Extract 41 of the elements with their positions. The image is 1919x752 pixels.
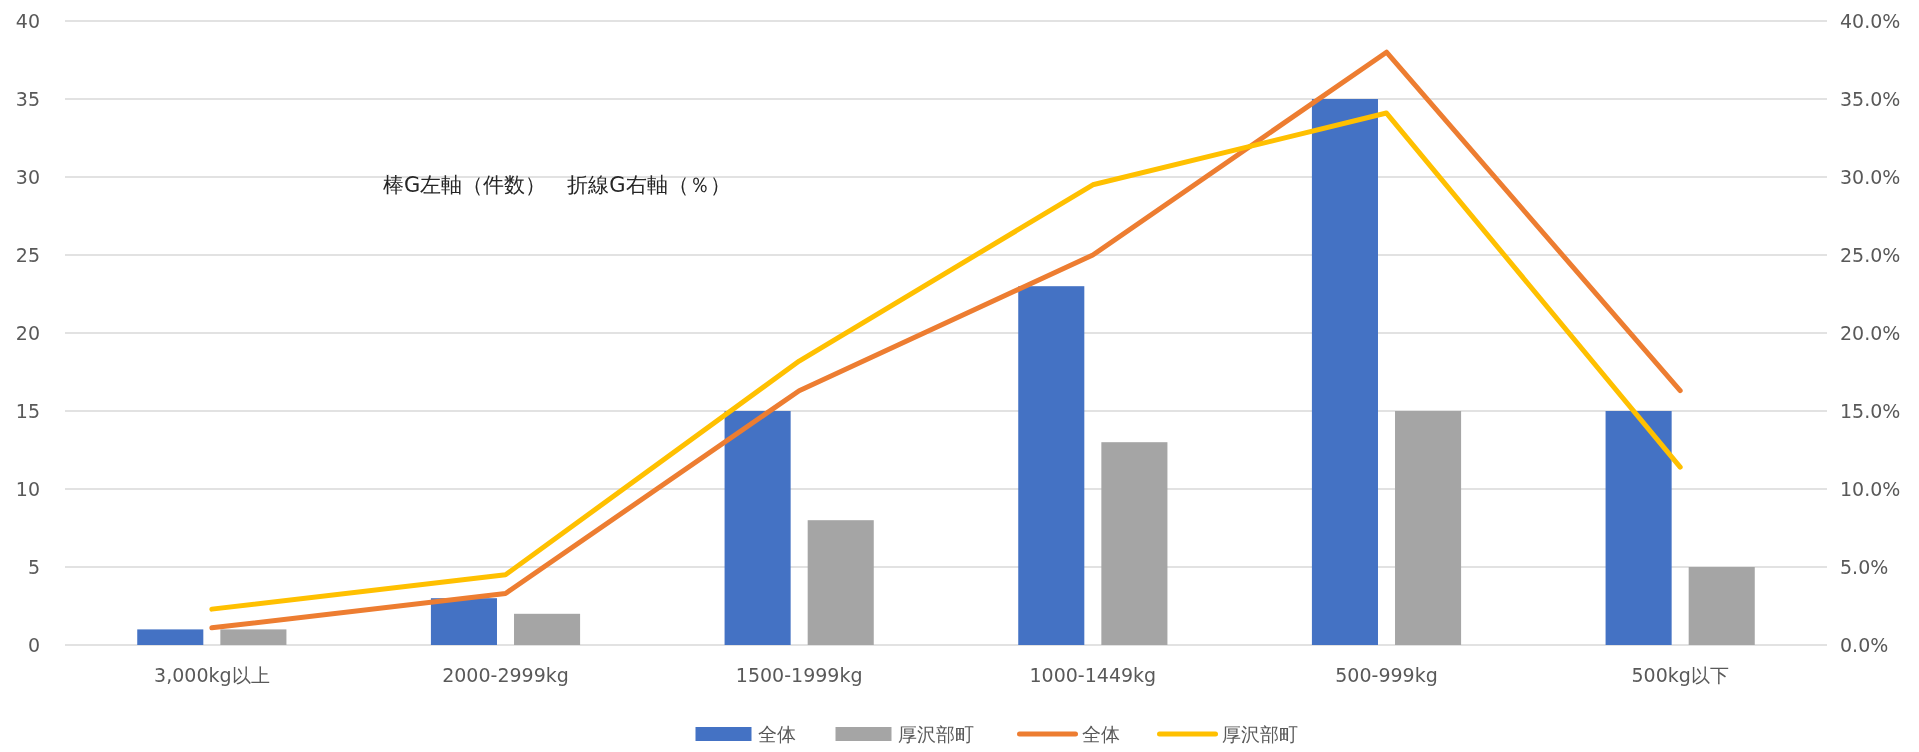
x-tick-label: 1000-1449kg (1029, 664, 1157, 686)
y2-tick-label: 5.0% (1840, 556, 1889, 578)
legend-label: 厚沢部町 (897, 723, 974, 745)
y2-tick-label: 10.0% (1840, 478, 1901, 500)
bar (220, 629, 287, 645)
y-tick-label: 0 (27, 634, 40, 656)
annotation: 棒G左軸（件数） 折線G右軸（％） (383, 173, 731, 197)
bar (514, 613, 581, 645)
y-tick-label: 30 (15, 166, 40, 188)
x-tick-label: 1500-1999kg (735, 664, 863, 686)
y2-tick-label: 25.0% (1840, 244, 1901, 266)
y2-tick-label: 20.0% (1840, 322, 1901, 344)
y-tick-label: 20 (15, 322, 40, 344)
x-tick-label: 2000-2999kg (442, 664, 569, 686)
bar (1395, 411, 1462, 645)
bar (430, 598, 497, 645)
bar (807, 520, 874, 645)
bar (137, 629, 204, 645)
x-tick-label: 500kg以下 (1631, 664, 1729, 686)
bar (1311, 99, 1378, 645)
bar (1018, 286, 1085, 645)
y2-tick-label: 35.0% (1840, 88, 1901, 110)
legend-label: 全体 (1081, 723, 1120, 745)
y-tick-label: 15 (15, 400, 40, 422)
x-tick-label: 3,000kg以上 (154, 664, 270, 686)
y-tick-label: 25 (15, 244, 40, 266)
bar (724, 411, 791, 645)
y-tick-label: 35 (15, 88, 40, 110)
bar (1688, 567, 1755, 645)
y2-tick-label: 40.0% (1840, 10, 1901, 32)
bar (1605, 411, 1672, 645)
y-tick-label: 40 (15, 10, 40, 32)
y-tick-label: 5 (27, 556, 40, 578)
bar (1101, 442, 1168, 645)
y2-tick-label: 15.0% (1840, 400, 1901, 422)
legend-label: 厚沢部町 (1221, 723, 1298, 745)
x-tick-label: 500-999kg (1335, 664, 1438, 686)
y2-tick-label: 0.0% (1840, 634, 1889, 656)
legend-label: 全体 (757, 723, 796, 745)
y2-tick-label: 30.0% (1840, 166, 1901, 188)
y-tick-label: 10 (15, 478, 40, 500)
